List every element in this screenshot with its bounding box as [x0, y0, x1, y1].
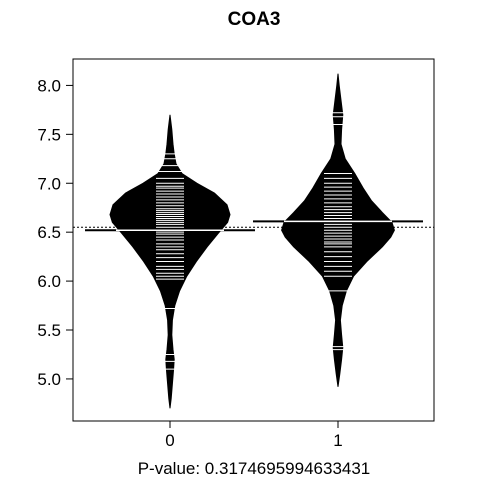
y-tick-label: 7.0 — [37, 174, 61, 193]
x-tick-label: 0 — [165, 431, 174, 450]
y-tick-label: 6.5 — [37, 223, 61, 242]
bean-0 — [85, 114, 255, 409]
axes: 5.0 5.5 6.0 6.5 7.0 7.5 8.0 0 1 — [37, 58, 435, 450]
plot-area — [73, 73, 434, 409]
y-tick-label: 6.0 — [37, 272, 61, 291]
y-tick-label: 5.5 — [37, 321, 61, 340]
chart-title: COA3 — [228, 9, 281, 30]
y-tick-label: 8.0 — [37, 76, 61, 95]
bean-1 — [253, 73, 423, 387]
plot-frame — [72, 58, 435, 422]
x-axis-label: P-value: 0.3174695994633431 — [138, 459, 371, 478]
x-tick-label: 1 — [333, 431, 342, 450]
y-tick-label: 5.0 — [37, 370, 61, 389]
y-tick-label: 7.5 — [37, 125, 61, 144]
